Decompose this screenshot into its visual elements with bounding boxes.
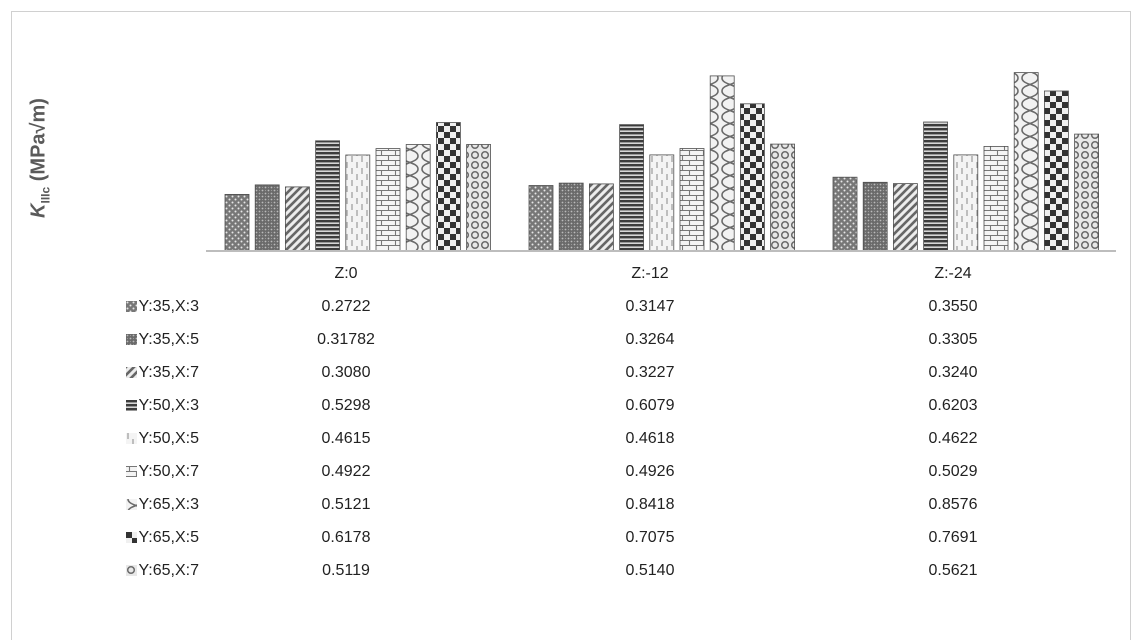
- legend-swatch: [125, 565, 137, 576]
- bar-y-50-x-5-z24: [953, 154, 979, 252]
- data-label: 0.3550: [928, 298, 978, 315]
- category-header-row: Z:0 Z:-12 Z:-24: [0, 257, 1134, 290]
- legend-label: Y:65,X:3: [138, 496, 200, 513]
- bar-y-35-x-3-z12: [528, 185, 554, 252]
- bar-y-65-x-7-z0: [466, 144, 492, 252]
- data-label: 0.4926: [625, 463, 675, 480]
- bar-y-65-x-3-z0: [405, 144, 431, 252]
- legend-entry: Y:50,X:3: [125, 389, 200, 422]
- legend-swatch: [125, 301, 137, 312]
- data-label: 0.4615: [321, 430, 371, 447]
- legend-entry: Y:65,X:5: [125, 521, 200, 554]
- legend-label: Y:35,X:5: [138, 331, 200, 348]
- bar-y-35-x-7-z12: [589, 183, 614, 252]
- table-row: Y:65,X:5 0.6178 0.7075 0.7691: [0, 521, 1134, 554]
- data-label: 0.5298: [321, 397, 371, 414]
- data-label: 0.3227: [625, 364, 675, 381]
- table-row: Y:35,X:5 0.31782 0.3264 0.3305: [0, 323, 1134, 356]
- data-label: 0.3305: [928, 331, 978, 348]
- data-label: 0.31782: [317, 331, 375, 348]
- legend-label: Y:50,X:3: [138, 397, 200, 414]
- legend-entry: Y:35,X:5: [125, 323, 200, 356]
- data-label: 0.5029: [928, 463, 978, 480]
- data-label: 0.8418: [625, 496, 675, 513]
- legend-label: Y:65,X:7: [138, 562, 200, 579]
- bar-y-65-x-5-z24: [1044, 90, 1069, 252]
- data-label: 0.3147: [625, 298, 675, 315]
- bar-y-65-x-3-z24: [1013, 72, 1039, 252]
- legend-label: Y:50,X:7: [138, 463, 200, 480]
- table-row: Y:50,X:5 0.4615 0.4618 0.4622: [0, 422, 1134, 455]
- legend-label: Y:50,X:5: [138, 430, 200, 447]
- table-row: Y:35,X:7 0.3080 0.3227 0.3240: [0, 356, 1134, 389]
- legend-entry: Y:65,X:7: [125, 554, 200, 587]
- bar-y-50-x-7-z12: [679, 148, 705, 252]
- legend-swatch: [125, 400, 137, 411]
- legend-swatch: [125, 532, 137, 543]
- bar-y-35-x-3-z0: [224, 193, 250, 252]
- legend-swatch: [125, 499, 137, 510]
- bar-y-65-x-7-z12: [770, 143, 795, 252]
- data-label: 0.2722: [321, 298, 371, 315]
- data-label: 0.7075: [625, 529, 675, 546]
- x-tick-label: Z:0: [334, 265, 358, 282]
- data-label: 0.4622: [928, 430, 978, 447]
- data-label: 0.5121: [321, 496, 371, 513]
- data-label: 0.7691: [928, 529, 978, 546]
- legend-entry: Y:50,X:7: [125, 455, 200, 488]
- table-row: Y:65,X:7 0.5119 0.5140 0.5621: [0, 554, 1134, 587]
- data-label: 0.6178: [321, 529, 371, 546]
- data-label: 0.3080: [321, 364, 371, 381]
- table-row: Y:50,X:3 0.5298 0.6079 0.6203: [0, 389, 1134, 422]
- bar-y-65-x-7-z24: [1074, 133, 1099, 252]
- legend-swatch: [125, 466, 137, 477]
- bar-y-50-x-3-z12: [619, 124, 644, 252]
- bar-y-65-x-5-z12: [740, 103, 765, 252]
- bar-y-35-x-3-z24: [832, 176, 858, 252]
- data-label: 0.5621: [928, 562, 978, 579]
- legend-label: Y:35,X:3: [138, 298, 200, 315]
- data-label: 0.4922: [321, 463, 371, 480]
- legend-swatch: [125, 433, 137, 444]
- data-label: 0.4618: [625, 430, 675, 447]
- bar-y-35-x-5-z12: [558, 182, 584, 252]
- legend-entry: Y:35,X:3: [125, 290, 200, 323]
- bar-y-35-x-5-z24: [862, 181, 888, 252]
- legend-entry: Y:50,X:5: [125, 422, 200, 455]
- data-label: 0.5119: [322, 562, 370, 579]
- bar-y-35-x-5-z0: [254, 184, 280, 252]
- legend-swatch: [125, 367, 137, 378]
- bar-y-50-x-3-z24: [923, 121, 948, 252]
- bar-y-35-x-7-z0: [284, 186, 310, 252]
- table-row: Y:35,X:3 0.2722 0.3147 0.3550: [0, 290, 1134, 323]
- legend-entry: Y:65,X:3: [125, 488, 200, 521]
- data-label: 0.3240: [928, 364, 978, 381]
- table-row: Y:65,X:3 0.5121 0.8418 0.8576: [0, 488, 1134, 521]
- bar-y-50-x-7-z24: [983, 145, 1009, 252]
- data-label: 0.5140: [625, 562, 675, 579]
- bar-y-50-x-3-z0: [315, 140, 341, 252]
- table-row: Y:50,X:7 0.4922 0.4926 0.5029: [0, 455, 1134, 488]
- bar-y-65-x-3-z12: [709, 75, 735, 252]
- legend-label: Y:35,X:7: [138, 364, 200, 381]
- chart-frame: [11, 11, 1131, 640]
- bar-y-50-x-5-z12: [649, 154, 675, 252]
- x-tick-label: Z:-24: [934, 265, 972, 282]
- chart-plot: [206, 72, 1116, 252]
- legend-label: Y:65,X:5: [138, 529, 200, 546]
- data-label: 0.3264: [625, 331, 675, 348]
- bar-y-50-x-7-z0: [375, 148, 401, 252]
- bar-y-50-x-5-z0: [345, 154, 371, 252]
- bar-y-35-x-7-z24: [893, 183, 918, 252]
- data-label: 0.8576: [928, 496, 978, 513]
- bars-group: [224, 72, 1099, 252]
- data-label: 0.6079: [625, 397, 675, 414]
- legend-entry: Y:35,X:7: [125, 356, 200, 389]
- data-label: 0.6203: [928, 397, 978, 414]
- x-tick-label: Z:-12: [631, 265, 669, 282]
- legend-swatch: [125, 334, 137, 345]
- bar-y-65-x-5-z0: [435, 122, 461, 252]
